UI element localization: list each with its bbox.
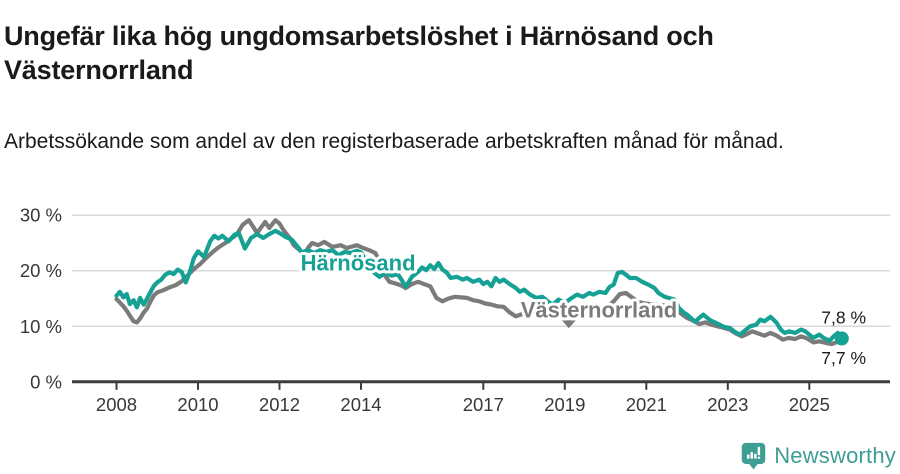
series-label-harnosand: Härnösand — [301, 251, 416, 276]
x-axis-tick-label: 2010 — [177, 394, 218, 415]
series-label-vasternorrland: Västernorrland — [521, 298, 678, 323]
x-axis-tick-label: 2021 — [626, 394, 667, 415]
end-value-label-harnosand: 7,8 % — [821, 308, 866, 328]
x-axis-tick-label: 2014 — [340, 394, 381, 415]
newsworthy-logo-icon — [741, 442, 766, 470]
page-title: Ungefär lika hög ungdomsarbetslöshet i H… — [4, 21, 714, 86]
x-axis-tick-label: 2017 — [463, 394, 504, 415]
unemployment-line-chart: 0 % 10 % 20 % 30 % 2008 2010 2012 2014 2017 2019 2… — [20, 205, 890, 415]
y-axis-tick-label: 0 % — [30, 371, 62, 392]
newsworthy-wordmark: Newsworthy — [774, 443, 896, 468]
y-axis-tick-label: 20 % — [20, 260, 62, 281]
speech-bubble-shape — [741, 442, 766, 470]
x-axis-tick-label: 2012 — [259, 394, 300, 415]
y-axis-tick-label: 10 % — [20, 316, 62, 337]
x-axis-tick-label: 2008 — [96, 394, 137, 415]
series-label-pointer-vasternorrland — [561, 320, 576, 329]
x-axis-tick-label: 2019 — [544, 394, 585, 415]
y-axis-tick-label: 30 % — [20, 205, 62, 226]
x-axis-tick-label: 2025 — [789, 394, 830, 415]
newsworthy-brand: Newsworthy — [741, 442, 896, 470]
series-line-harnosand — [114, 228, 844, 343]
end-value-label-vasternorrland: 7,7 % — [821, 348, 866, 368]
x-axis-tick-label: 2023 — [707, 394, 748, 415]
chart-subtitle: Arbetssökande som andel av den registerb… — [4, 130, 784, 153]
series-end-dot-harnosand — [834, 331, 849, 346]
bar-chart-glyph — [747, 446, 761, 459]
